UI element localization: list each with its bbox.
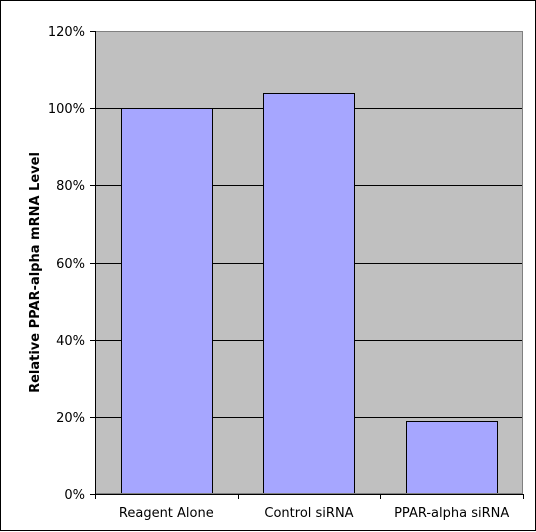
y-tick-label-120: 120% bbox=[48, 25, 85, 40]
y-tick-label-20: 20% bbox=[56, 411, 85, 426]
bar-2 bbox=[263, 93, 355, 495]
x-tick-label-1: Reagent Alone bbox=[119, 506, 214, 521]
bars bbox=[121, 93, 498, 495]
x-tick-label-3: PPAR-alpha siRNA bbox=[394, 506, 509, 521]
y-tick-label-0: 0% bbox=[64, 488, 85, 503]
y-tick-label-100: 100% bbox=[48, 102, 85, 117]
x-tick-label-2: Control siRNA bbox=[264, 506, 353, 521]
bar-1 bbox=[121, 108, 213, 495]
y-axis: 0% 20% 40% 60% 80% 100% 120% bbox=[48, 25, 96, 503]
x-axis: Reagent Alone Control siRNA PPAR-alpha siR… bbox=[95, 494, 524, 521]
y-axis-title: Relative PPAR-alpha mRNA Level bbox=[28, 152, 43, 393]
y-tick-label-60: 60% bbox=[56, 257, 85, 272]
y-tick-label-80: 80% bbox=[56, 179, 85, 194]
bar-3 bbox=[406, 421, 498, 495]
y-tick-label-40: 40% bbox=[56, 334, 85, 349]
